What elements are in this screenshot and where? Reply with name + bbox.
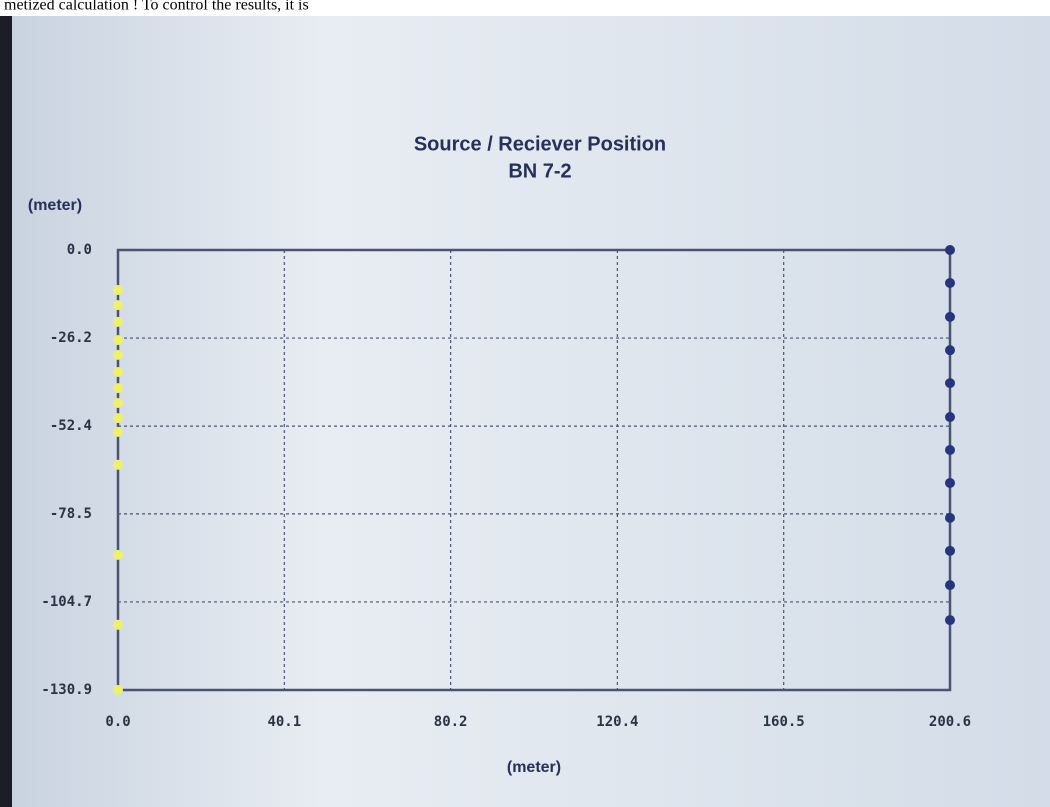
point xyxy=(945,378,955,389)
point xyxy=(113,413,123,424)
point xyxy=(945,412,955,423)
point xyxy=(113,397,123,408)
screen-edge xyxy=(0,16,12,807)
y-tick-label: 0.0 xyxy=(67,242,92,258)
point xyxy=(945,545,955,556)
point xyxy=(113,383,123,394)
point xyxy=(113,285,123,295)
x-tick-label: 0.0 xyxy=(105,714,130,730)
point xyxy=(945,245,955,255)
chart-subtitle: BN 7-2 xyxy=(508,160,571,182)
point xyxy=(945,615,955,626)
y-axis-label: (meter) xyxy=(28,197,82,214)
y-tick-label: -104.7 xyxy=(41,594,92,610)
x-tick-label: 120.4 xyxy=(596,714,638,730)
point xyxy=(945,512,955,523)
point xyxy=(945,345,955,356)
x-tick-label: 80.2 xyxy=(434,714,468,730)
point xyxy=(113,549,123,560)
x-tick-label: 200.6 xyxy=(929,714,971,730)
y-tick-label: -52.4 xyxy=(50,418,92,434)
point xyxy=(945,445,955,455)
point xyxy=(945,477,955,488)
point xyxy=(113,349,123,360)
y-tick-label: -130.9 xyxy=(41,682,92,698)
point xyxy=(945,311,955,322)
point xyxy=(113,459,123,470)
x-tick-label: 160.5 xyxy=(763,714,805,730)
point xyxy=(113,335,123,346)
chart-title: Source / Reciever Position xyxy=(414,133,666,155)
point xyxy=(113,619,123,630)
screen xyxy=(12,16,1050,807)
y-tick-label: -78.5 xyxy=(50,506,92,522)
point xyxy=(113,426,123,437)
x-axis-label: (meter) xyxy=(507,759,561,776)
cut-text: metized calculation ! To control the res… xyxy=(4,0,309,14)
x-tick-label: 40.1 xyxy=(267,714,301,730)
point xyxy=(113,316,123,327)
point xyxy=(113,300,123,311)
y-tick-label: -26.2 xyxy=(50,330,92,346)
point xyxy=(113,685,123,695)
point xyxy=(113,367,123,378)
point xyxy=(945,580,955,591)
point xyxy=(945,277,955,288)
